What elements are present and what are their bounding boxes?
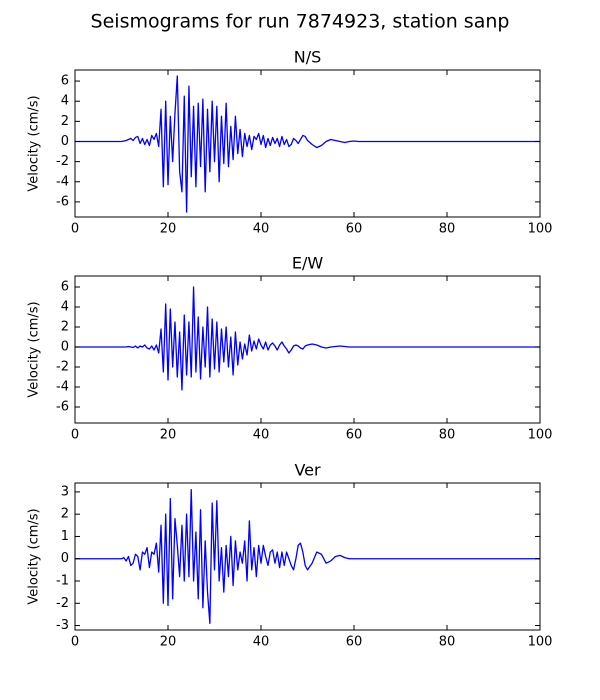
x-tick-label: 0 — [71, 428, 79, 443]
y-tick-label: -1 — [56, 574, 69, 589]
y-axis-label: Velocity (cm/s) — [27, 95, 42, 191]
y-tick-label: 0 — [61, 340, 69, 355]
axes-frame — [74, 482, 541, 631]
y-tick-label: -2 — [56, 596, 69, 611]
y-tick-label: 0 — [61, 551, 69, 566]
x-tick-label: 40 — [253, 428, 270, 443]
subplot: Ver Velocity (cm/s) -3 -2 -1 0 1 2 3 0 20 40 60 80 100 — [27, 461, 553, 650]
x-tick-label: 100 — [528, 222, 553, 237]
x-tick-label: 60 — [346, 222, 363, 237]
x-tick-label: 40 — [253, 635, 270, 650]
y-axis-label: Velocity (cm/s) — [27, 508, 42, 604]
y-tick-label: 2 — [61, 114, 69, 129]
y-tick-label: -2 — [56, 154, 69, 169]
y-tick-label: -3 — [56, 618, 69, 633]
y-tick-label: -2 — [56, 360, 69, 375]
y-tick-label: -4 — [56, 174, 69, 189]
y-axis-label: Velocity (cm/s) — [27, 301, 42, 397]
x-tick-label: 60 — [346, 635, 363, 650]
axes-frame — [74, 69, 541, 218]
y-tick-label: -4 — [56, 380, 69, 395]
series-line — [75, 75, 540, 213]
y-tick-label: -6 — [56, 194, 69, 209]
y-tick-label: 4 — [61, 300, 69, 315]
y-tick-label: 3 — [61, 484, 69, 499]
subplot-title: Ver — [294, 461, 321, 480]
x-tick-label: 0 — [71, 635, 79, 650]
x-tick-label: 100 — [528, 635, 553, 650]
y-tick-label: 2 — [61, 320, 69, 335]
x-tick-label: 20 — [160, 428, 177, 443]
y-tick-label: 1 — [61, 529, 69, 544]
y-tick-label: -6 — [56, 400, 69, 415]
x-tick-label: 100 — [528, 428, 553, 443]
y-tick-label: 6 — [61, 74, 69, 89]
subplot-title: E/W — [292, 254, 324, 273]
x-tick-label: 40 — [253, 222, 270, 237]
y-tick-label: 6 — [61, 280, 69, 295]
axes-frame — [74, 275, 541, 424]
x-tick-label: 20 — [160, 635, 177, 650]
subplot-title: N/S — [294, 48, 322, 67]
series-line — [75, 286, 540, 391]
x-tick-label: 80 — [439, 428, 456, 443]
x-tick-label: 20 — [160, 222, 177, 237]
x-tick-label: 80 — [439, 222, 456, 237]
series-line — [75, 489, 540, 624]
figure-title: Seismograms for run 7874923, station san… — [91, 11, 510, 33]
x-tick-label: 60 — [346, 428, 363, 443]
x-tick-label: 0 — [71, 222, 79, 237]
y-tick-label: 2 — [61, 507, 69, 522]
x-tick-label: 80 — [439, 635, 456, 650]
y-tick-label: 0 — [61, 134, 69, 149]
y-tick-label: 4 — [61, 94, 69, 109]
